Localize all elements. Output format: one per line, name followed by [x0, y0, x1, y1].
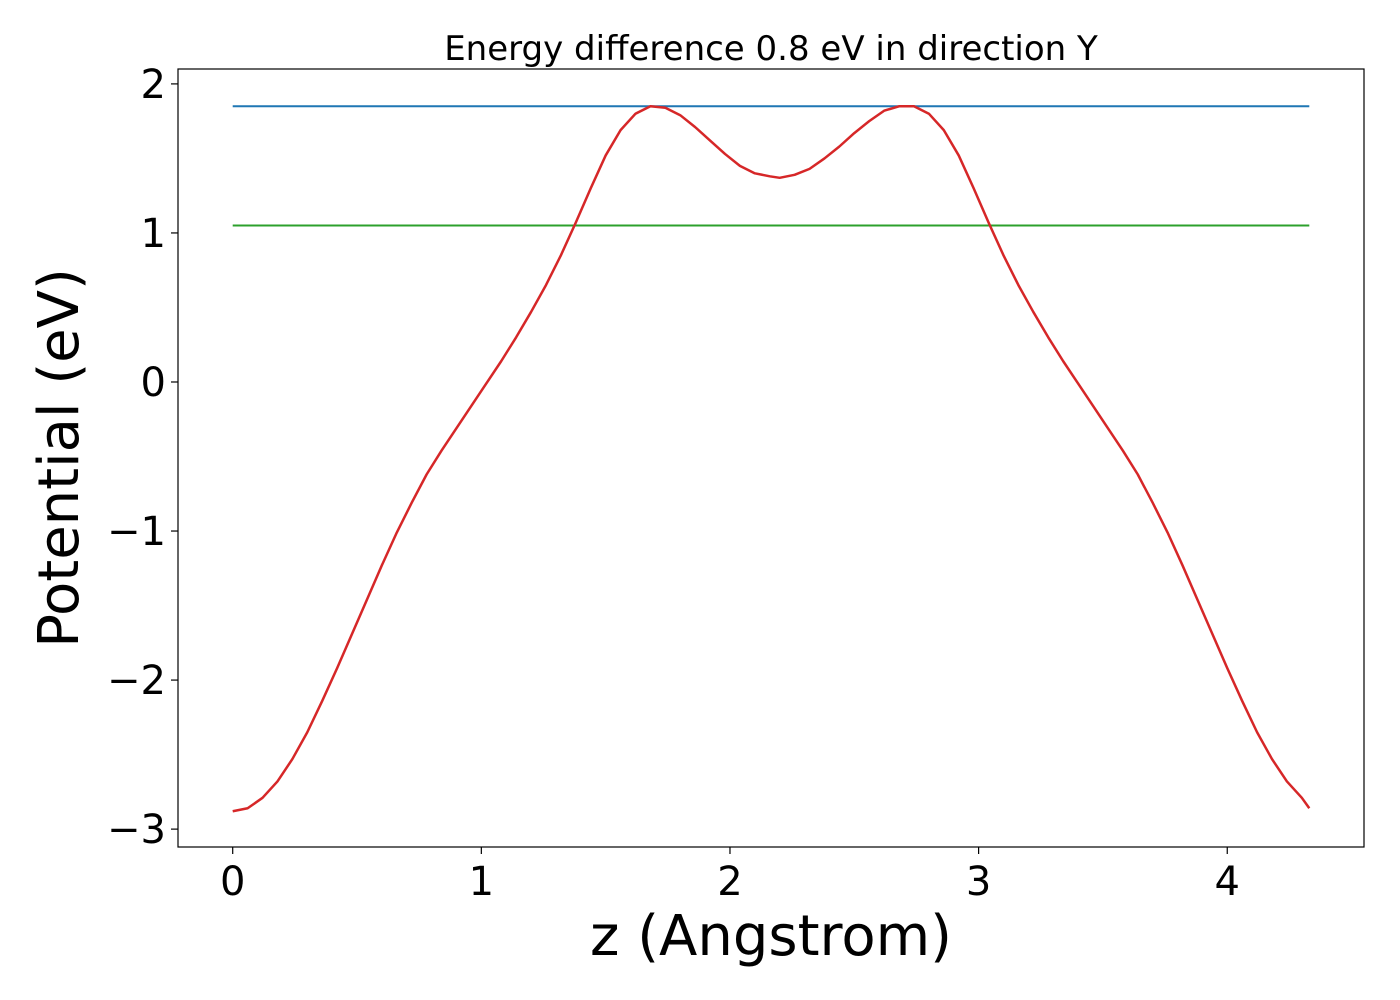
x-tick-label: 2 [717, 859, 742, 905]
x-axis-label: z (Angstrom) [590, 904, 952, 969]
y-tick-label: −3 [107, 807, 166, 853]
plot-frame [177, 68, 1365, 848]
series-line-0 [232, 105, 1311, 813]
x-tick-label: 3 [966, 859, 991, 905]
y-tick-label: −1 [107, 509, 166, 555]
x-tick-label: 1 [469, 859, 494, 905]
x-tick-label: 0 [220, 859, 245, 905]
y-tick-label: 2 [141, 62, 166, 108]
y-tick-label: 1 [141, 211, 166, 257]
y-tick-label: 0 [141, 360, 166, 406]
y-axis-label: Potential (eV) [27, 268, 92, 648]
chart-title: Energy difference 0.8 eV in direction Y [444, 29, 1098, 69]
series-layer [232, 105, 1311, 813]
y-tick-label: −2 [107, 658, 166, 704]
x-tick-label: 4 [1215, 859, 1240, 905]
ticks-layer: 0 1 2 3 4 −3 −2 −1 0 1 2 [107, 62, 1240, 905]
